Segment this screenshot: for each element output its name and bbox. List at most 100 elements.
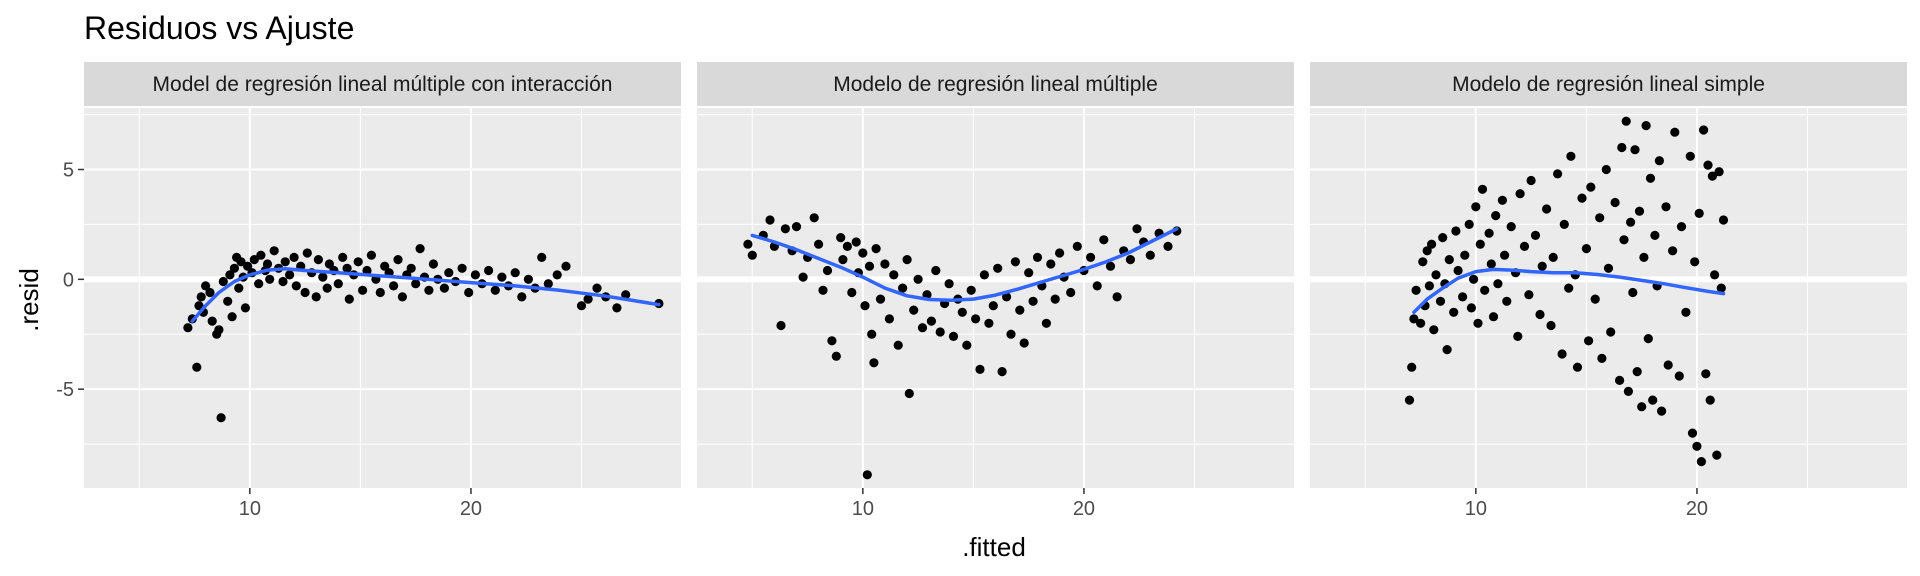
- data-point: [537, 252, 547, 262]
- data-point: [289, 252, 299, 262]
- data-point: [743, 239, 753, 249]
- data-point: [818, 285, 828, 295]
- data-point: [1615, 375, 1625, 385]
- data-point: [1506, 222, 1516, 232]
- data-point: [979, 270, 990, 280]
- data-point: [561, 261, 571, 271]
- y-tick-label: -5: [56, 379, 74, 401]
- data-point: [780, 224, 791, 234]
- facet-strip-label: Modelo de regresión lineal simple: [1452, 73, 1765, 96]
- data-point: [583, 294, 593, 304]
- data-point: [1429, 325, 1439, 335]
- data-point: [497, 272, 507, 282]
- data-point: [904, 388, 914, 399]
- data-point: [898, 283, 908, 293]
- data-point: [201, 281, 211, 291]
- data-point: [1564, 283, 1574, 293]
- data-point: [1542, 204, 1552, 214]
- x-tick-label: 20: [460, 498, 482, 520]
- data-point: [1694, 208, 1704, 218]
- data-point: [380, 261, 390, 271]
- data-point: [902, 255, 912, 265]
- data-point: [439, 283, 449, 293]
- data-point: [300, 287, 310, 298]
- data-point: [1515, 189, 1525, 199]
- smooth-line: [190, 267, 661, 323]
- data-point: [313, 255, 323, 265]
- data-point: [444, 268, 454, 278]
- data-point: [875, 294, 886, 304]
- data-point: [1132, 224, 1142, 234]
- data-point: [1685, 151, 1695, 161]
- data-point: [776, 320, 786, 331]
- data-point: [236, 257, 246, 267]
- data-point: [1427, 239, 1437, 249]
- data-point: [966, 285, 976, 295]
- data-point: [280, 257, 290, 267]
- data-point: [1692, 441, 1702, 451]
- data-point: [1409, 314, 1419, 324]
- data-point: [988, 301, 998, 311]
- data-point: [836, 233, 846, 243]
- data-point: [490, 285, 500, 295]
- data-point: [484, 265, 494, 276]
- x-tick-label: 10: [852, 498, 874, 520]
- data-point: [1497, 195, 1507, 205]
- data-point: [1641, 121, 1651, 131]
- data-point: [1690, 257, 1700, 267]
- data-point: [358, 285, 368, 295]
- data-point: [1639, 252, 1649, 262]
- data-point: [975, 364, 985, 374]
- data-point: [1112, 292, 1122, 302]
- data-point: [1628, 287, 1638, 298]
- data-point: [1701, 369, 1711, 379]
- data-point: [464, 287, 474, 298]
- data-point: [1705, 395, 1715, 405]
- data-point: [1710, 270, 1720, 280]
- data-point: [1407, 362, 1417, 372]
- data-point: [1050, 294, 1060, 304]
- data-point: [993, 263, 1003, 273]
- data-point: [1453, 265, 1463, 276]
- data-point: [1072, 241, 1082, 251]
- data-point: [1449, 307, 1459, 317]
- data-point: [302, 248, 312, 258]
- data-point: [229, 263, 239, 273]
- data-point: [1632, 367, 1642, 377]
- data-point: [362, 265, 372, 276]
- data-point: [318, 272, 328, 282]
- data-point: [1480, 285, 1490, 295]
- data-point: [1469, 274, 1479, 284]
- data-point: [214, 325, 224, 335]
- data-point: [1597, 353, 1607, 363]
- data-point: [1654, 156, 1664, 166]
- data-point: [1687, 428, 1698, 438]
- data-point: [1046, 259, 1056, 269]
- data-point: [1630, 145, 1640, 155]
- data-point: [791, 222, 802, 232]
- data-point: [333, 279, 343, 289]
- data-point: [1502, 296, 1512, 306]
- data-point: [984, 318, 994, 328]
- data-point: [1714, 167, 1724, 177]
- data-point: [411, 279, 421, 289]
- data-point: [1086, 252, 1096, 262]
- data-point: [1473, 318, 1483, 328]
- data-point: [1055, 248, 1065, 258]
- data-point: [1041, 318, 1051, 328]
- data-point: [1581, 244, 1591, 254]
- data-point: [592, 283, 602, 293]
- data-point: [196, 292, 206, 302]
- data-point: [1099, 235, 1109, 245]
- data-point: [798, 272, 808, 282]
- data-point: [1668, 246, 1678, 256]
- x-tick-label: 10: [1465, 498, 1487, 520]
- data-point: [1707, 171, 1717, 181]
- data-point: [909, 305, 919, 315]
- data-point: [931, 265, 941, 276]
- data-point: [1699, 125, 1709, 135]
- data-point: [1648, 395, 1658, 405]
- data-point: [1718, 215, 1729, 225]
- data-point: [1032, 252, 1043, 262]
- data-point: [1657, 406, 1667, 416]
